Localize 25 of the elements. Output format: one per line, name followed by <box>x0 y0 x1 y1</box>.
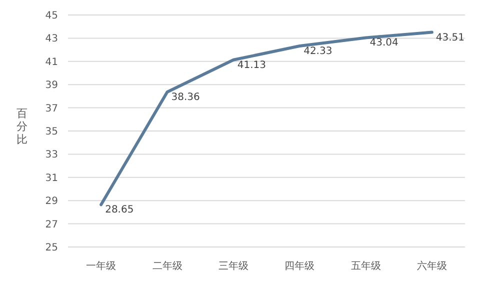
y-tick-label: 45 <box>45 10 58 22</box>
x-tick-label: 五年级 <box>350 260 381 272</box>
y-tick-label: 35 <box>45 126 58 138</box>
line-series <box>100 30 434 206</box>
data-label: 42.33 <box>304 46 332 57</box>
y-axis-title: 百分比 <box>16 107 28 146</box>
y-tick-label: 41 <box>45 56 58 68</box>
x-tick-label: 四年级 <box>284 260 315 272</box>
x-tick-label: 六年级 <box>416 260 447 272</box>
y-tick-label: 27 <box>45 219 58 230</box>
y-tick-label: 25 <box>45 242 58 254</box>
data-label: 41.13 <box>237 60 266 71</box>
y-tick-label: 43 <box>45 34 58 45</box>
data-label: 43.51 <box>436 32 465 44</box>
x-tick-label: 一年级 <box>86 260 116 272</box>
data-label: 28.65 <box>105 204 134 216</box>
x-tick-label: 二年级 <box>152 260 182 272</box>
y-tick-label: 33 <box>45 150 58 161</box>
data-label: 43.04 <box>370 38 398 49</box>
x-tick-label: 三年级 <box>218 260 248 272</box>
data-label: 38.36 <box>171 92 200 104</box>
y-tick-label: 31 <box>45 172 58 184</box>
y-tick-label: 39 <box>45 80 58 92</box>
y-tick-label: 29 <box>45 196 58 208</box>
y-tick-label: 37 <box>45 103 58 114</box>
